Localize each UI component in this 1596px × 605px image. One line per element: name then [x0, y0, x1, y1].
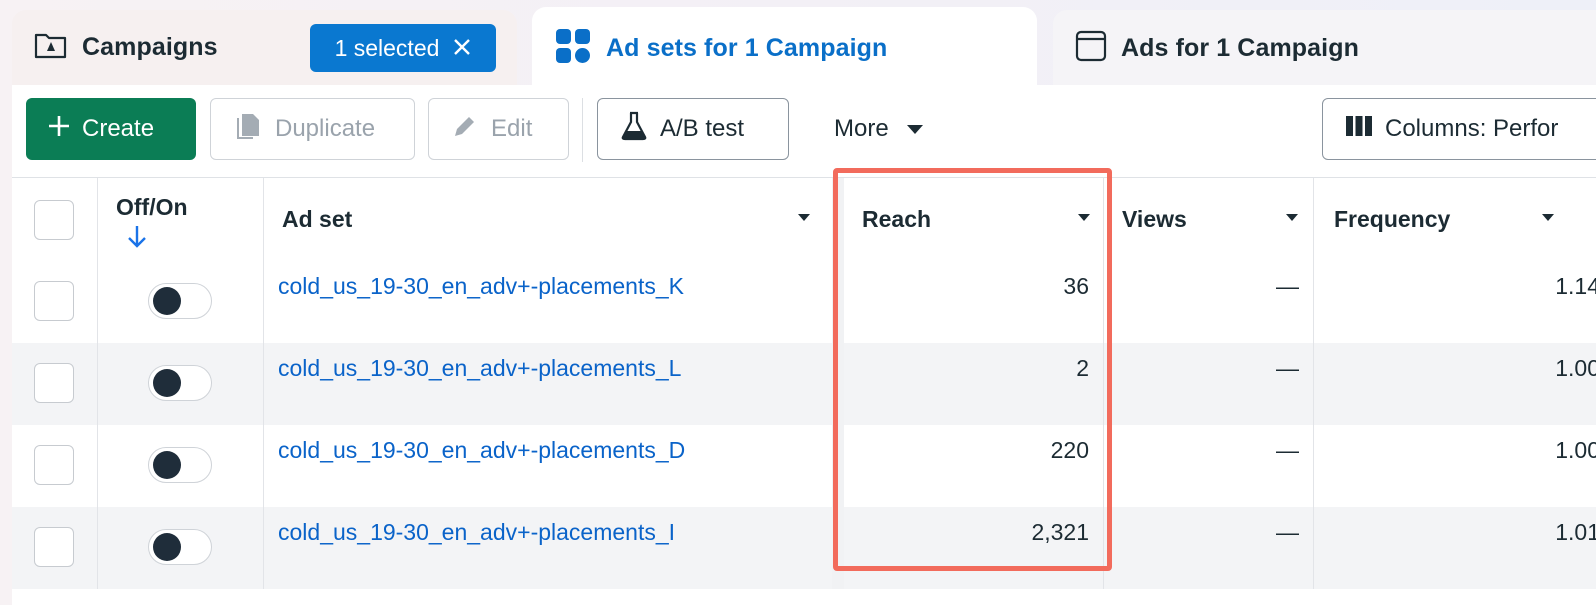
adset-header-label: Ad set	[282, 206, 353, 232]
frequency-value: 1.14	[1555, 273, 1596, 299]
select-all-checkbox[interactable]	[34, 200, 74, 240]
selected-count: 1 selected	[334, 34, 440, 61]
views-value: —	[1276, 519, 1299, 545]
adset-name-link[interactable]: cold_us_19-30_en_adv+-placements_I	[278, 519, 676, 545]
table-header: Off/On Ad set Reach Views Frequency	[12, 177, 1596, 263]
sort-caret-icon[interactable]	[1542, 214, 1554, 221]
sort-caret-icon[interactable]	[1078, 214, 1090, 221]
duplicate-label: Duplicate	[275, 115, 376, 142]
frequency-value: 1.00	[1555, 437, 1596, 463]
reach-value: 2,321	[1031, 519, 1089, 545]
row-checkbox[interactable]	[34, 281, 74, 321]
views-value: —	[1276, 437, 1299, 463]
table-row[interactable]: cold_us_19-30_en_adv+-placements_L 2 — 1…	[12, 343, 1596, 425]
status-toggle[interactable]	[148, 529, 212, 565]
offon-header[interactable]: Off/On	[98, 178, 264, 262]
views-value: —	[1276, 355, 1299, 381]
tab-adsets[interactable]: Ad sets for 1 Campaign	[532, 7, 1037, 93]
duplicate-button[interactable]: Duplicate	[210, 98, 415, 160]
row-checkbox[interactable]	[34, 445, 74, 485]
frequency-header[interactable]: Frequency	[1314, 178, 1596, 262]
tab-campaigns-label: Campaigns	[82, 33, 218, 61]
tab-campaigns[interactable]: Campaigns 1 selected	[12, 10, 517, 90]
reach-value: 220	[1050, 437, 1089, 463]
close-icon[interactable]	[453, 35, 471, 62]
tab-ads-label: Ads for 1 Campaign	[1121, 34, 1359, 62]
create-button[interactable]: Create	[26, 98, 196, 160]
toolbar: Create Duplicate Edit A/B test More	[12, 85, 1596, 177]
table-row[interactable]: cold_us_19-30_en_adv+-placements_D 220 —…	[12, 425, 1596, 507]
pencil-icon	[451, 112, 479, 147]
columns-button[interactable]: Columns: Perfor	[1322, 98, 1596, 160]
sort-caret-icon[interactable]	[798, 214, 810, 221]
row-checkbox[interactable]	[34, 363, 74, 403]
reach-header[interactable]: Reach	[844, 178, 1104, 262]
views-header-label: Views	[1122, 206, 1187, 232]
frequency-value: 1.01	[1555, 519, 1596, 545]
adset-header[interactable]: Ad set	[264, 178, 832, 262]
reach-value: 36	[1063, 273, 1089, 299]
reach-header-label: Reach	[862, 206, 932, 232]
grid-icon	[554, 27, 592, 70]
tab-adsets-label: Ad sets for 1 Campaign	[606, 34, 888, 62]
adset-name-link[interactable]: cold_us_19-30_en_adv+-placements_D	[278, 437, 686, 463]
table-row[interactable]: cold_us_19-30_en_adv+-placements_K 36 — …	[12, 261, 1596, 343]
main-panel: Create Duplicate Edit A/B test More	[12, 85, 1596, 605]
toggle-knob	[153, 533, 181, 561]
status-toggle[interactable]	[148, 447, 212, 483]
edit-button[interactable]: Edit	[428, 98, 569, 160]
create-label: Create	[82, 115, 155, 142]
views-value: —	[1276, 273, 1299, 299]
frequency-header-label: Frequency	[1334, 206, 1451, 232]
plus-icon	[48, 115, 70, 144]
views-header[interactable]: Views	[1104, 178, 1314, 262]
columns-icon	[1345, 114, 1373, 145]
toggle-knob	[153, 451, 181, 479]
column-resizer[interactable]	[832, 178, 844, 262]
arrow-down-icon	[126, 224, 148, 256]
row-checkbox[interactable]	[34, 527, 74, 567]
caret-down-icon	[906, 124, 923, 134]
frequency-value: 1.00	[1555, 355, 1596, 381]
toolbar-divider	[582, 98, 583, 162]
status-toggle[interactable]	[148, 283, 212, 319]
tab-ads[interactable]: Ads for 1 Campaign	[1053, 10, 1596, 90]
folder-flag-icon	[34, 30, 68, 65]
sort-caret-icon[interactable]	[1286, 214, 1298, 221]
ab-test-label: A/B test	[660, 115, 745, 142]
reach-value: 2	[1076, 355, 1089, 381]
edit-label: Edit	[491, 115, 533, 142]
columns-label: Columns: Perfor	[1385, 115, 1559, 142]
adset-name-link[interactable]: cold_us_19-30_en_adv+-placements_K	[278, 273, 684, 299]
more-label: More	[834, 115, 889, 142]
toggle-knob	[153, 287, 181, 315]
duplicate-icon	[233, 111, 263, 148]
ab-test-button[interactable]: A/B test	[597, 98, 789, 160]
offon-header-label: Off/On	[116, 194, 188, 220]
adset-name-link[interactable]: cold_us_19-30_en_adv+-placements_L	[278, 355, 682, 381]
flask-icon	[620, 111, 648, 148]
more-button[interactable]: More	[812, 98, 952, 160]
table-row[interactable]: cold_us_19-30_en_adv+-placements_I 2,321…	[12, 507, 1596, 589]
toggle-knob	[153, 369, 181, 397]
selected-badge[interactable]: 1 selected	[310, 24, 496, 72]
window-icon	[1075, 30, 1107, 67]
status-toggle[interactable]	[148, 365, 212, 401]
